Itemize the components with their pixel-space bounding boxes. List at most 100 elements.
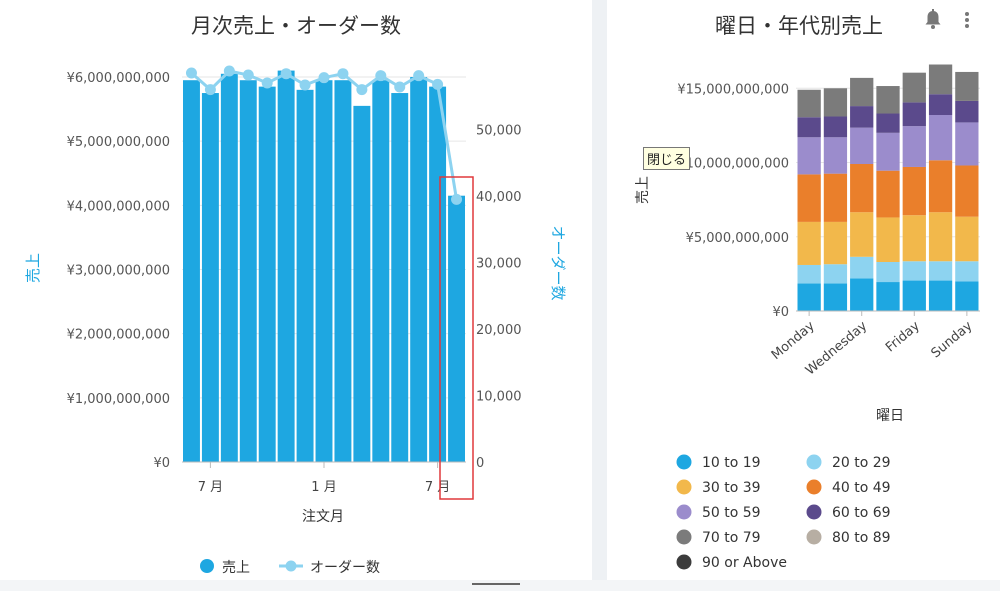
sales-bar[interactable]	[448, 195, 465, 463]
stacked-segment[interactable]	[823, 264, 848, 284]
orders-point[interactable]	[375, 70, 387, 82]
stacked-segment[interactable]	[850, 127, 874, 164]
stacked-segment[interactable]	[797, 89, 821, 118]
stacked-segment[interactable]	[902, 126, 926, 167]
legend-item[interactable]: 30 to 39	[676, 479, 761, 497]
stacked-segment[interactable]	[797, 283, 821, 311]
orders-point[interactable]	[299, 79, 311, 91]
stacked-segment[interactable]	[902, 72, 926, 103]
stacked-segment[interactable]	[928, 115, 953, 161]
stacked-segment[interactable]	[850, 164, 874, 213]
sales-bars[interactable]	[183, 70, 465, 463]
orders-point[interactable]	[432, 78, 444, 90]
stacked-segment[interactable]	[876, 282, 900, 311]
legend-item[interactable]: 70 to 79	[676, 529, 761, 547]
stacked-segment[interactable]	[902, 215, 926, 262]
legend-item[interactable]: 50 to 59	[676, 504, 761, 522]
x-tick-label: Monday	[769, 318, 818, 363]
stacked-segment[interactable]	[850, 77, 874, 107]
bottom-bar	[0, 580, 1000, 591]
stacked-segment[interactable]	[797, 117, 821, 138]
stacked-segment[interactable]	[955, 261, 979, 282]
stacked-segment[interactable]	[928, 160, 953, 213]
orders-point[interactable]	[337, 68, 349, 80]
sales-bar[interactable]	[296, 89, 314, 462]
sales-bar[interactable]	[258, 86, 276, 462]
orders-point[interactable]	[185, 67, 197, 79]
stacked-segment[interactable]	[876, 262, 900, 283]
legend-item-sales[interactable]: 売上	[200, 559, 250, 576]
stacked-segment[interactable]	[928, 94, 953, 115]
sales-bar[interactable]	[239, 80, 257, 462]
stacked-segment[interactable]	[928, 280, 953, 311]
sales-bar[interactable]	[410, 77, 428, 462]
legend-item[interactable]: 20 to 29	[806, 454, 891, 472]
stacked-segment[interactable]	[876, 113, 900, 133]
legend-item-orders[interactable]: オーダー数	[279, 560, 380, 576]
stacked-segment[interactable]	[955, 165, 979, 217]
stacked-segment[interactable]	[850, 106, 874, 128]
sales-bar[interactable]	[334, 80, 352, 462]
stacked-segment[interactable]	[823, 221, 848, 265]
stacked-segment[interactable]	[955, 100, 979, 123]
stacked-segment[interactable]	[823, 173, 848, 222]
stacked-segment[interactable]	[850, 212, 874, 257]
sales-bar[interactable]	[353, 105, 371, 462]
orders-point[interactable]	[280, 68, 292, 80]
legend-marker	[806, 529, 822, 545]
resize-handle[interactable]	[472, 583, 520, 585]
sales-bar[interactable]	[391, 93, 409, 463]
sales-bar[interactable]	[201, 93, 219, 463]
stacked-segment[interactable]	[955, 281, 979, 311]
sales-bar[interactable]	[315, 80, 333, 462]
stacked-segment[interactable]	[955, 71, 979, 101]
stacked-segment[interactable]	[902, 261, 926, 281]
stacked-segment[interactable]	[823, 88, 848, 117]
sales-bar[interactable]	[429, 86, 447, 462]
stacked-segment[interactable]	[876, 170, 900, 218]
orders-point[interactable]	[318, 72, 330, 84]
stacked-segment[interactable]	[823, 137, 848, 174]
sales-bar[interactable]	[277, 70, 295, 462]
stacked-segment[interactable]	[876, 86, 900, 114]
stacked-segment[interactable]	[902, 280, 926, 311]
stacked-segment[interactable]	[823, 116, 848, 138]
orders-point[interactable]	[413, 70, 425, 82]
orders-point[interactable]	[261, 77, 273, 89]
stacked-segment[interactable]	[797, 174, 821, 222]
sales-bar[interactable]	[372, 80, 390, 462]
stacked-segment[interactable]	[797, 137, 821, 175]
stacked-segment[interactable]	[876, 217, 900, 262]
legend-item[interactable]: 40 to 49	[806, 479, 891, 497]
legend-item[interactable]: 90 or Above	[676, 554, 787, 572]
stacked-segment[interactable]	[850, 256, 874, 279]
stacked-segment[interactable]	[850, 278, 874, 311]
stacked-segment[interactable]	[955, 122, 979, 166]
kebab-menu-icon[interactable]	[957, 8, 977, 32]
stacked-segment[interactable]	[928, 261, 953, 281]
stacked-segment[interactable]	[928, 64, 953, 95]
close-tooltip[interactable]: 閉じる	[643, 147, 691, 170]
orders-line[interactable]	[185, 65, 463, 205]
sales-bar[interactable]	[183, 80, 200, 462]
stacked-segment[interactable]	[823, 283, 848, 311]
bell-icon[interactable]	[923, 8, 943, 32]
legend-item[interactable]: 60 to 69	[806, 504, 891, 522]
stacked-bars[interactable]	[797, 64, 979, 311]
sales-bar[interactable]	[220, 73, 238, 463]
stacked-segment[interactable]	[902, 102, 926, 127]
orders-point[interactable]	[204, 84, 216, 96]
stacked-segment[interactable]	[876, 132, 900, 171]
stacked-segment[interactable]	[955, 216, 979, 262]
orders-point[interactable]	[356, 84, 368, 96]
orders-point[interactable]	[242, 69, 254, 81]
legend-item[interactable]: 80 to 89	[806, 529, 891, 547]
orders-point[interactable]	[394, 81, 406, 93]
stacked-segment[interactable]	[928, 212, 953, 262]
legend-item[interactable]: 10 to 19	[676, 454, 761, 472]
stacked-segment[interactable]	[797, 221, 821, 265]
orders-point[interactable]	[223, 65, 235, 77]
stacked-segment[interactable]	[797, 264, 821, 284]
stacked-segment[interactable]	[902, 166, 926, 216]
orders-point[interactable]	[451, 193, 463, 205]
